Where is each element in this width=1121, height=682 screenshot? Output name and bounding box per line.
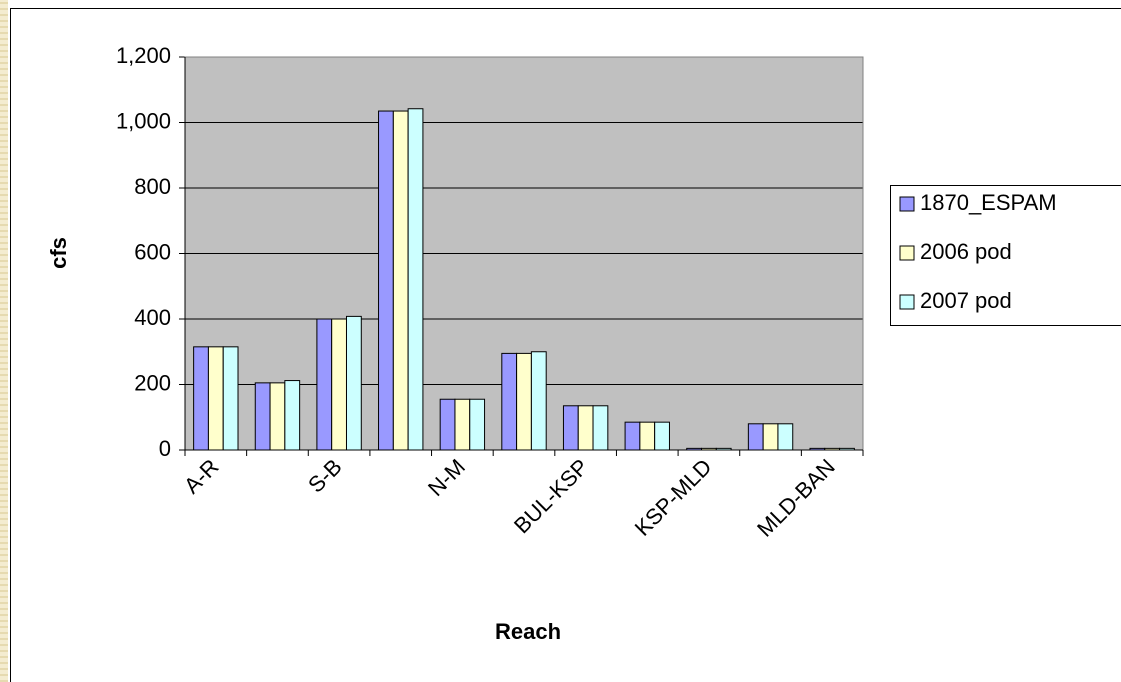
- bar: [516, 352, 532, 451]
- bar: [592, 405, 609, 451]
- bar: [378, 110, 394, 451]
- legend-label: 2006 pod: [920, 239, 1012, 264]
- y-tick-label: 400: [134, 305, 171, 330]
- bar: [269, 382, 286, 451]
- bar: [193, 346, 209, 451]
- bar: [345, 315, 362, 451]
- legend-label: 1870_ESPAM: [920, 190, 1057, 215]
- side-strip: [0, 0, 8, 682]
- bar: [439, 398, 456, 451]
- y-tick-label: 1,200: [116, 43, 171, 68]
- bar: [562, 405, 579, 451]
- bar: [454, 398, 471, 451]
- bar: [316, 318, 333, 451]
- bar: [530, 351, 547, 451]
- y-tick-label: 1,000: [116, 108, 171, 133]
- legend-swatch: [899, 196, 915, 212]
- legend-swatch: [899, 294, 915, 310]
- x-axis-label: Reach: [495, 619, 561, 644]
- bar: [331, 318, 347, 451]
- bar: [654, 421, 670, 451]
- legend-box: [890, 185, 1121, 326]
- bar: [392, 110, 409, 451]
- bar: [501, 352, 518, 451]
- bar: [284, 380, 301, 451]
- bar: [577, 405, 594, 451]
- bar: [777, 423, 794, 451]
- bar: [207, 346, 224, 451]
- bar: [747, 423, 764, 451]
- bar: [624, 421, 641, 451]
- bar: [469, 398, 486, 451]
- y-tick-label: 200: [134, 370, 171, 395]
- bar: [762, 423, 779, 451]
- y-axis-label: cfs: [46, 237, 71, 269]
- y-tick-label: 800: [134, 174, 171, 199]
- bar: [407, 108, 424, 451]
- y-tick-label: 0: [159, 436, 171, 461]
- bar: [222, 346, 239, 451]
- legend-label: 2007 pod: [920, 288, 1012, 313]
- y-tick-label: 600: [134, 239, 171, 264]
- bar: [639, 421, 656, 451]
- bar: [254, 382, 271, 451]
- legend-swatch: [899, 245, 915, 261]
